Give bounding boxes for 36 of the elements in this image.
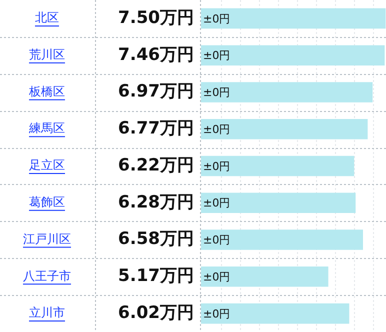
- bar: [201, 82, 373, 102]
- annotation: ±0円: [203, 122, 230, 136]
- bar: [201, 156, 354, 176]
- annotation: ±0円: [203, 86, 230, 100]
- data-label: 6.58万円: [118, 229, 194, 250]
- data-label: 6.97万円: [118, 82, 194, 102]
- y-tick-label: 荒川区: [29, 47, 65, 62]
- annotation: ±0円: [203, 270, 230, 284]
- bar: [201, 230, 364, 250]
- y-tick-label: 足立区: [29, 158, 65, 172]
- data-label: 7.46万円: [118, 44, 194, 65]
- data-label: 6.77万円: [118, 118, 194, 139]
- annotation: ±0円: [203, 307, 230, 320]
- data-label: 5.17万円: [118, 266, 194, 286]
- y-tick-label: 練馬区: [28, 121, 65, 136]
- bar: [201, 192, 356, 214]
- y-tick-label: 葛飾区: [29, 195, 65, 210]
- annotation: ±0円: [203, 49, 230, 62]
- bar: [201, 266, 328, 287]
- data-label: 6.28万円: [118, 192, 194, 212]
- data-label: 6.02万円: [118, 302, 194, 323]
- y-tick-label: 江戸川区: [23, 232, 71, 246]
- y-tick-label: 立川市: [29, 306, 65, 320]
- annotation: ±0円: [203, 234, 230, 247]
- y-tick-label: 北区: [35, 10, 59, 25]
- y-tick-label: 八王子市: [23, 268, 71, 283]
- data-label: 7.50万円: [118, 8, 194, 28]
- bar: [201, 118, 368, 140]
- annotation: ±0円: [203, 196, 230, 210]
- data-label: 6.22万円: [118, 155, 194, 176]
- bar: [201, 303, 350, 324]
- bar: [201, 45, 385, 66]
- annotation: ±0円: [203, 160, 230, 173]
- y-tick-label: 板橋区: [28, 84, 65, 98]
- bar: [201, 8, 386, 29]
- annotation: ±0円: [203, 12, 230, 26]
